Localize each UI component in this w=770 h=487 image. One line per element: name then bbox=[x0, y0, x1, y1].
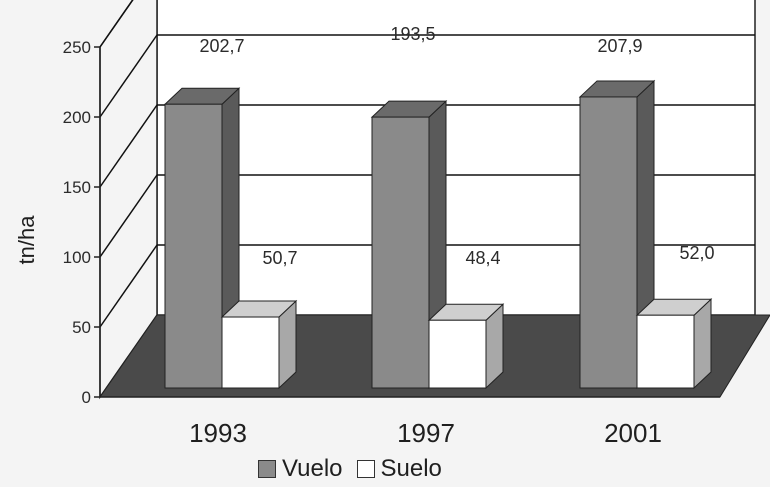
bar-suelo-1997 bbox=[427, 303, 505, 390]
bar-suelo-1993 bbox=[220, 299, 298, 390]
gridline-side-150 bbox=[99, 104, 158, 188]
gridline-side-100 bbox=[99, 174, 158, 258]
y-tick-label: 250 bbox=[63, 38, 91, 57]
x-tick-label-1997: 1997 bbox=[397, 418, 455, 448]
data-labels: 202,7 193,5 207,9 50,7 48,4 52,0 bbox=[199, 24, 714, 268]
y-tick-label: 150 bbox=[63, 178, 91, 197]
legend-label-suelo: Suelo bbox=[380, 455, 442, 482]
gridline-side-50 bbox=[99, 244, 158, 328]
data-label-vuelo-1993: 202,7 bbox=[199, 36, 244, 56]
data-label-vuelo-2001: 207,9 bbox=[597, 36, 642, 56]
gridlines bbox=[99, 0, 755, 328]
x-tick-label-1993: 1993 bbox=[189, 418, 247, 448]
gridline-side-250 bbox=[99, 0, 134, 48]
bar-vuelo-1993 bbox=[163, 87, 241, 390]
bar-vuelo-1997-front bbox=[371, 116, 430, 389]
legend-item-suelo: Suelo bbox=[356, 455, 442, 483]
bar-suelo-2001 bbox=[635, 298, 713, 390]
back-wall bbox=[156, 0, 756, 316]
bar-suelo-2001-front bbox=[636, 314, 695, 389]
legend-item-vuelo: Vuelo bbox=[258, 455, 343, 483]
legend: Vuelo Suelo bbox=[258, 455, 448, 483]
data-label-suelo-1997: 48,4 bbox=[465, 248, 500, 268]
data-label-vuelo-1997: 193,5 bbox=[390, 24, 435, 44]
gridline-side-200 bbox=[99, 34, 158, 118]
data-label-suelo-2001: 52,0 bbox=[679, 243, 714, 263]
bar-suelo-1997-front bbox=[428, 319, 487, 389]
legend-swatch-suelo bbox=[356, 460, 375, 478]
data-label-suelo-1993: 50,7 bbox=[262, 248, 297, 268]
y-tick-label: 100 bbox=[63, 248, 91, 267]
bar-vuelo-1993-front bbox=[164, 103, 223, 389]
y-tick-label: 0 bbox=[82, 388, 91, 407]
bar-vuelo-2001-front bbox=[579, 96, 638, 389]
bars bbox=[163, 79, 713, 390]
bar-suelo-1993-front bbox=[221, 316, 280, 389]
y-tick-label: 50 bbox=[72, 318, 91, 337]
axes: 0 50 100 150 200 250 1993 1997 2001 bbox=[63, 38, 720, 448]
legend-swatch-vuelo bbox=[258, 460, 276, 478]
x-tick-label-2001: 2001 bbox=[604, 418, 662, 448]
legend-label-vuelo: Vuelo bbox=[282, 455, 343, 482]
y-axis-title: tn/ha bbox=[14, 215, 39, 265]
y-tick-label: 200 bbox=[63, 108, 91, 127]
